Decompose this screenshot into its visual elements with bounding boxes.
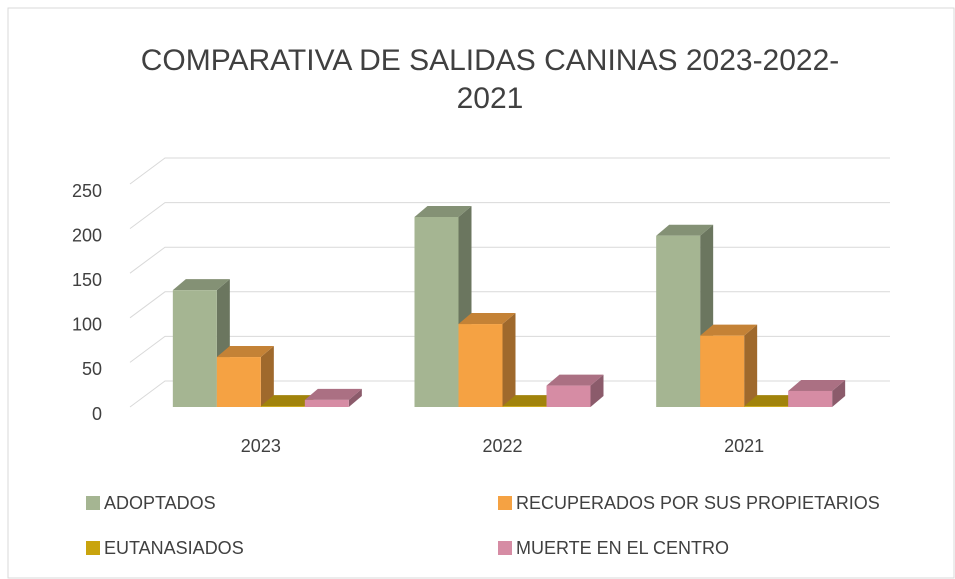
y-tick-label: 150: [72, 270, 102, 290]
legend-label: MUERTE EN EL CENTRO: [516, 538, 729, 558]
x-tick-label: 2021: [724, 436, 764, 456]
legend-label: ADOPTADOS: [104, 493, 216, 513]
x-tick-label: 2023: [241, 436, 281, 456]
grid-line: [129, 202, 890, 230]
legend-label: EUTANASIADOS: [104, 538, 244, 558]
bar: [216, 346, 274, 407]
x-tick-label: 2022: [482, 436, 522, 456]
legend-swatch: [86, 496, 100, 510]
grid-line: [129, 335, 890, 363]
grid-line: [129, 246, 890, 274]
y-tick-label: 0: [92, 404, 102, 424]
grid-line: [129, 380, 890, 408]
chart-frame: [7, 7, 955, 579]
bar: [458, 313, 516, 407]
legend-label: RECUPERADOS POR SUS PROPIETARIOS: [516, 493, 880, 513]
grid-line: [129, 291, 890, 319]
bar: [546, 374, 604, 407]
bar: [700, 324, 758, 407]
grid-line: [129, 157, 890, 185]
y-tick-label: 250: [72, 181, 102, 201]
legend-swatch: [86, 541, 100, 555]
legend-swatch: [498, 541, 512, 555]
y-tick-label: 50: [82, 359, 102, 379]
chart-title: COMPARATIVA DE SALIDAS CANINAS 2023-2022…: [141, 44, 840, 115]
y-tick-label: 200: [72, 225, 102, 245]
bar: [304, 388, 362, 407]
bar: [788, 379, 846, 407]
y-tick-label: 100: [72, 315, 102, 335]
legend-swatch: [498, 496, 512, 510]
